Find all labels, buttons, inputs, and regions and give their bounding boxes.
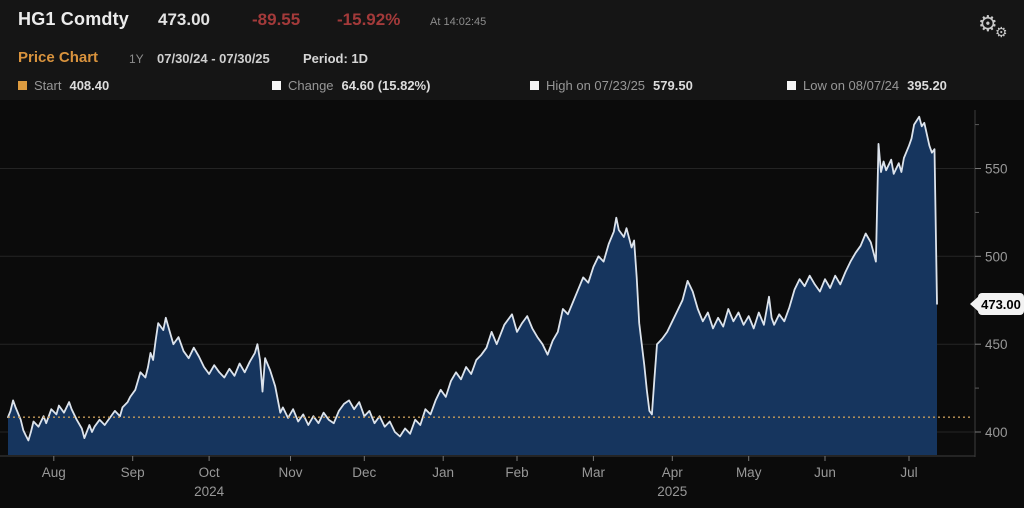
svg-text:Apr: Apr <box>662 465 684 480</box>
header-strip <box>0 0 1024 100</box>
settings-gear-icon[interactable]: ⚙ ⚙ <box>976 11 1016 45</box>
svg-text:Aug: Aug <box>42 465 66 480</box>
start-swatch-icon <box>18 81 27 90</box>
legend-value: 579.50 <box>653 78 693 93</box>
last-price-axis-tag-label: 473.00 <box>981 296 1021 312</box>
chart-legend: Start 408.40 Change 64.60 (15.82%) High … <box>0 78 1024 98</box>
svg-text:Mar: Mar <box>582 465 606 480</box>
svg-text:550: 550 <box>985 162 1008 177</box>
panel-title: Price Chart <box>18 49 99 66</box>
period-selector[interactable]: Period: 1D <box>303 51 369 66</box>
price-area-series <box>7 115 938 455</box>
gear-icon-large: ⚙ <box>978 11 998 36</box>
as-of-timestamp: At 14:02:45 <box>430 16 487 28</box>
gear-icon-small: ⚙ <box>995 24 1008 40</box>
price-change-percent: -15.92% <box>337 10 401 29</box>
last-price-value: 473.00 <box>158 10 210 29</box>
axes <box>0 110 976 457</box>
chart-toolbar: Price Chart 1Y 07/30/24 - 07/30/25 Perio… <box>0 49 1024 71</box>
svg-text:Jan: Jan <box>432 465 454 480</box>
svg-text:Nov: Nov <box>278 465 302 480</box>
legend-item-start[interactable]: Start 408.40 <box>18 78 109 93</box>
security-header: HG1 Comdty 473.00 -89.55 -15.92% At 14:0… <box>0 9 1024 40</box>
svg-text:May: May <box>736 465 762 480</box>
x-axis-labels: Aug Sep Oct Nov Dec Jan Feb Mar Apr May Jun Jul 2024… <box>42 456 918 499</box>
legend-value: 395.20 <box>907 78 947 93</box>
legend-label: High on 07/23/25 <box>546 78 646 93</box>
legend-item-low[interactable]: Low on 08/07/24 395.20 <box>787 78 947 93</box>
svg-text:2024: 2024 <box>194 484 225 499</box>
legend-value: 64.60 (15.82%) <box>341 78 431 93</box>
svg-text:450: 450 <box>985 337 1008 352</box>
price-change: -89.55 <box>252 10 301 29</box>
range-selector[interactable]: 1Y <box>129 52 144 66</box>
last-price-axis-tag: 473.00 <box>970 293 1024 315</box>
legend-label: Start <box>34 78 62 93</box>
legend-label: Low on 08/07/24 <box>803 78 900 93</box>
svg-text:Jun: Jun <box>814 465 836 480</box>
high-swatch-icon <box>530 81 539 90</box>
legend-value: 408.40 <box>69 78 110 93</box>
security-ticker: HG1 Comdty <box>18 9 130 29</box>
svg-text:400: 400 <box>985 425 1008 440</box>
svg-text:2025: 2025 <box>657 484 687 499</box>
svg-text:Dec: Dec <box>352 465 376 480</box>
y-axis-labels: 400 450 500 550 <box>975 124 1008 440</box>
date-range[interactable]: 07/30/24 - 07/30/25 <box>157 51 270 66</box>
change-swatch-icon <box>272 81 281 90</box>
legend-item-change[interactable]: Change 64.60 (15.82%) <box>272 78 430 93</box>
legend-label: Change <box>288 78 334 93</box>
svg-text:Jul: Jul <box>900 465 917 480</box>
svg-text:Oct: Oct <box>199 465 220 480</box>
legend-item-high[interactable]: High on 07/23/25 579.50 <box>530 78 693 93</box>
low-swatch-icon <box>787 81 796 90</box>
svg-text:Feb: Feb <box>505 465 528 480</box>
svg-text:Sep: Sep <box>121 465 145 480</box>
svg-text:500: 500 <box>985 249 1008 264</box>
